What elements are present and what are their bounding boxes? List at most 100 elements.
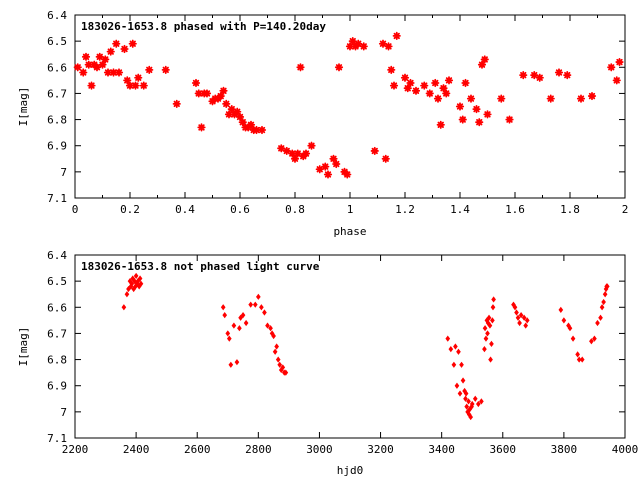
phased-data-point: [131, 81, 140, 90]
unphased-data-point: [445, 335, 451, 342]
phased-data-point: [535, 73, 544, 82]
unphased-data-point: [469, 400, 475, 408]
unphased-data-point: [601, 298, 606, 306]
phased-data-point: [139, 81, 148, 90]
unphased-data-point: [237, 325, 242, 332]
unphased-data-point: [256, 293, 261, 300]
phased-data-point: [420, 81, 429, 90]
phased-data-point: [87, 81, 96, 90]
phased-data-point: [213, 94, 223, 103]
phased-data-point: [208, 97, 217, 106]
unphased-data-point: [521, 314, 527, 321]
unphased-x-tick-label: 4000: [612, 443, 639, 456]
phased-data-point: [134, 73, 143, 82]
unphased-data-point: [271, 332, 276, 340]
phased-y-tick-label: 6.8: [47, 114, 67, 127]
phased-data-point: [439, 84, 448, 93]
unphased-data-point: [453, 343, 458, 350]
unphased-data-point: [262, 309, 267, 316]
unphased-plot-frame: [74, 254, 626, 439]
unphased-y-tick-label: 6.9: [47, 380, 67, 393]
unphased-y-axis-label: I[mag]: [17, 327, 30, 367]
unphased-x-tick-label: 3400: [428, 443, 455, 456]
unphased-data-point: [132, 278, 137, 285]
phased-data-point: [112, 39, 121, 48]
unphased-data-point: [595, 319, 600, 327]
phased-data-point: [480, 55, 489, 64]
phased-data-point: [370, 146, 379, 156]
phased-data-point: [436, 120, 445, 129]
unphased-data-point: [491, 296, 496, 303]
phased-data-point: [607, 63, 616, 72]
unphased-data-point: [222, 312, 228, 319]
unphased-data-point: [451, 361, 457, 368]
phased-data-point: [230, 110, 239, 119]
phased-data-point: [79, 68, 88, 77]
phased-data-point: [497, 94, 506, 103]
unphased-data-point: [524, 317, 530, 324]
phased-data-point: [277, 144, 286, 153]
unphased-data-point: [457, 390, 463, 397]
phased-data-point: [219, 86, 228, 95]
unphased-x-tick-label: 2800: [245, 443, 272, 456]
unphased-x-tick-label: 3800: [551, 443, 578, 456]
unphased-data-point: [454, 382, 460, 389]
phased-data-point: [442, 89, 451, 98]
phased-data-point: [81, 52, 91, 61]
phased-data-point: [458, 115, 467, 124]
unphased-y-tick-label: 7: [60, 406, 67, 419]
phased-chart-title: 183026-1653.8 phased with P=140.20day: [81, 20, 326, 33]
unphased-data-point: [476, 400, 481, 408]
unphased-data-point: [226, 335, 232, 342]
phased-data-point: [554, 68, 564, 77]
phased-data-point: [343, 170, 352, 179]
unphased-data-point: [268, 325, 273, 332]
phased-data-point: [576, 94, 586, 103]
phased-data-point: [227, 105, 236, 114]
unphased-data-point: [472, 395, 478, 402]
phased-data-point: [475, 118, 484, 127]
phased-data-point: [466, 94, 476, 103]
unphased-data-point: [460, 377, 466, 384]
unphased-x-tick-label: 2400: [123, 443, 150, 456]
unphased-data-point: [259, 304, 264, 311]
phased-x-tick-label: 1: [347, 203, 354, 216]
unphased-data-point: [561, 317, 567, 324]
phased-data-point: [444, 76, 454, 85]
unphased-data-point: [485, 330, 490, 337]
unphased-data-point: [459, 361, 464, 368]
phased-x-axis-label: phase: [333, 225, 366, 238]
unphased-data-point: [138, 280, 144, 287]
phased-data-point: [546, 94, 555, 103]
unphased-data-point: [487, 322, 493, 329]
phased-data-point: [431, 78, 440, 88]
phased-data-point: [332, 159, 341, 169]
phased-data-point: [202, 89, 212, 98]
unphased-data-point: [133, 272, 139, 280]
unphased-data-point: [579, 356, 585, 363]
phased-data-point: [359, 42, 368, 51]
phased-data-point: [530, 71, 539, 80]
phased-data-point: [301, 149, 311, 158]
unphased-data-point: [482, 346, 487, 353]
unphased-x-tick-label: 3000: [306, 443, 333, 456]
phased-data-point: [73, 63, 82, 72]
phased-data-point: [406, 78, 415, 88]
phased-data-point: [587, 91, 597, 101]
phased-data-point: [98, 60, 107, 69]
phased-data-point: [323, 170, 333, 179]
unphased-data-point: [490, 317, 495, 324]
phased-data-point: [145, 65, 154, 74]
unphased-data-point: [482, 325, 488, 332]
phased-data-point: [246, 120, 256, 129]
unphased-data-point: [265, 322, 270, 329]
unphased-data-point: [468, 413, 474, 421]
phased-data-point: [222, 99, 231, 108]
unphased-data-point: [129, 280, 135, 287]
unphased-data-point: [598, 314, 603, 321]
phased-data-point: [472, 105, 481, 114]
unphased-data-point: [274, 343, 279, 350]
unphased-data-point: [486, 314, 492, 321]
unphased-data-point: [240, 312, 246, 319]
